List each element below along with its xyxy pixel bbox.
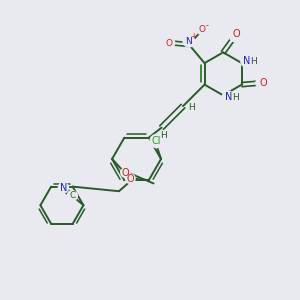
Circle shape [121, 168, 130, 178]
Text: H: H [232, 93, 238, 102]
Text: O: O [166, 39, 173, 48]
Circle shape [230, 32, 239, 42]
Text: +: + [190, 32, 197, 41]
Text: N: N [224, 92, 232, 102]
Circle shape [183, 35, 195, 47]
Text: H: H [160, 131, 167, 140]
Text: H: H [250, 57, 257, 66]
Text: O: O [198, 25, 206, 34]
Text: O: O [127, 174, 134, 184]
Circle shape [196, 24, 207, 34]
Text: O: O [232, 29, 240, 39]
Circle shape [159, 131, 167, 140]
Circle shape [150, 134, 163, 148]
Text: Cl: Cl [152, 136, 161, 146]
Text: O: O [122, 168, 129, 178]
Text: N: N [243, 56, 250, 66]
Circle shape [222, 91, 234, 103]
Text: C: C [69, 191, 76, 200]
Text: N: N [185, 37, 192, 46]
Text: N: N [60, 183, 67, 193]
Circle shape [256, 78, 266, 88]
Circle shape [164, 38, 175, 49]
Text: H: H [188, 103, 195, 112]
Text: -: - [206, 21, 208, 30]
Circle shape [67, 190, 77, 201]
Circle shape [58, 182, 68, 193]
Circle shape [241, 55, 253, 67]
Text: O: O [259, 78, 267, 88]
Circle shape [187, 103, 196, 112]
Circle shape [125, 174, 135, 183]
